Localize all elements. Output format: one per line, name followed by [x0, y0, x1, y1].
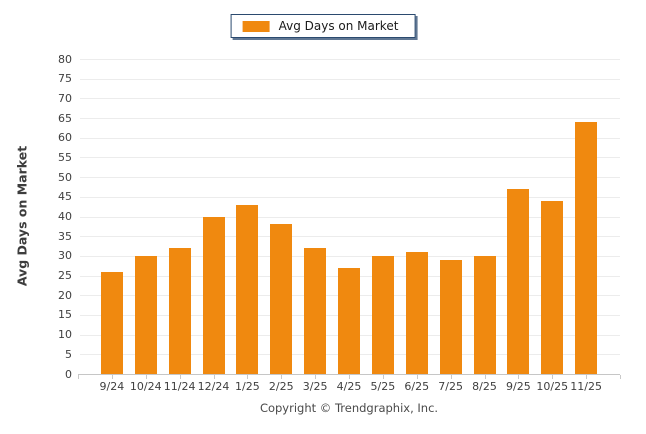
y-axis-tick-label: 0 — [65, 367, 72, 381]
x-axis-line — [78, 374, 620, 375]
axis-tick — [145, 375, 147, 379]
y-axis-tick-label: 25 — [58, 269, 72, 283]
y-axis-tick-label: 15 — [58, 308, 72, 322]
y-axis-tick-label: 45 — [58, 190, 72, 204]
bar-6/25 — [405, 251, 428, 374]
axis-tick — [450, 375, 452, 379]
y-axis-tick-label: 10 — [58, 328, 72, 342]
legend-swatch-icon — [242, 20, 270, 32]
gridline — [80, 137, 620, 139]
gridline — [80, 118, 620, 120]
gridline — [80, 157, 620, 159]
legend-label: Avg Days on Market — [278, 19, 399, 33]
axis-tick — [247, 375, 249, 379]
bar-9/25 — [507, 188, 530, 374]
gridline — [80, 216, 620, 218]
axis-tick — [281, 375, 283, 379]
bar-12/24 — [202, 216, 225, 374]
bar-11/25 — [575, 122, 598, 374]
bar-10/24 — [134, 255, 157, 374]
x-axis-tick-label: 10/24 — [129, 380, 162, 393]
bar-1/25 — [236, 204, 259, 374]
x-axis-tick-label: 1/25 — [235, 380, 260, 393]
x-axis-tick-label: 3/25 — [302, 380, 328, 393]
bar-2/25 — [270, 224, 293, 374]
bar-3/25 — [304, 248, 327, 374]
gridline — [80, 177, 620, 179]
axis-tick — [78, 375, 79, 379]
y-axis-tick-label: 50 — [58, 170, 72, 184]
y-axis-tick-label: 80 — [58, 52, 72, 66]
x-axis-tick-label: 11/25 — [570, 380, 602, 393]
axis-tick — [315, 375, 317, 379]
x-axis-tick-label: 9/24 — [99, 380, 125, 393]
bar-5/25 — [371, 255, 394, 374]
x-axis-tick-label: 4/25 — [336, 380, 362, 393]
y-axis-tick-label: 55 — [58, 150, 72, 164]
axis-tick — [552, 375, 554, 379]
x-axis-tick-label: 2/25 — [268, 380, 294, 393]
x-axis-tick-label: 7/25 — [438, 380, 463, 393]
y-axis-tick-label: 70 — [58, 91, 72, 105]
gridline — [80, 196, 620, 198]
x-axis-tick-label: 12/24 — [197, 380, 230, 393]
bar-10/25 — [541, 200, 564, 374]
gridline — [80, 78, 620, 80]
x-axis-tick-label: 11/24 — [163, 380, 196, 393]
bar-9/24 — [100, 271, 123, 374]
gridline — [80, 59, 620, 60]
axis-tick — [111, 375, 113, 379]
y-axis-tick-label: 40 — [58, 210, 72, 223]
axis-tick — [179, 375, 181, 379]
x-axis-tick-label: 8/25 — [472, 380, 497, 393]
bar-11/24 — [168, 248, 191, 374]
bar-4/25 — [338, 267, 360, 374]
y-axis-tick-label: 75 — [58, 72, 72, 86]
y-axis-tick-label: 60 — [58, 131, 72, 145]
x-axis-tick-label: 10/25 — [536, 380, 569, 393]
x-axis-tick-label: 9/25 — [506, 380, 531, 393]
axis-tick — [484, 375, 486, 379]
axis-tick — [416, 375, 418, 379]
x-axis-tick-label: 5/25 — [370, 380, 396, 393]
y-axis-tick-label: 20 — [58, 288, 72, 302]
axis-tick — [213, 375, 215, 379]
y-axis-tick-label: 30 — [58, 249, 72, 263]
y-axis-tick-label: 35 — [58, 229, 72, 243]
gridline — [80, 236, 620, 238]
y-axis-title: Avg Days on Market — [14, 145, 30, 287]
legend: Avg Days on Market — [230, 14, 416, 38]
bar-7/25 — [439, 259, 462, 374]
bar-8/25 — [473, 255, 496, 374]
y-axis-tick-label: 65 — [58, 111, 72, 125]
axis-tick — [518, 375, 520, 379]
axis-tick — [382, 375, 384, 379]
y-axis-tick-label: 5 — [65, 347, 72, 361]
axis-tick — [620, 375, 621, 379]
copyright-text: Copyright © Trendgraphix, Inc. — [259, 401, 439, 415]
axis-tick — [586, 375, 588, 379]
x-axis-tick-label: 6/25 — [404, 380, 430, 393]
axis-tick — [349, 375, 350, 379]
gridline — [80, 255, 620, 257]
gridline — [80, 98, 620, 100]
